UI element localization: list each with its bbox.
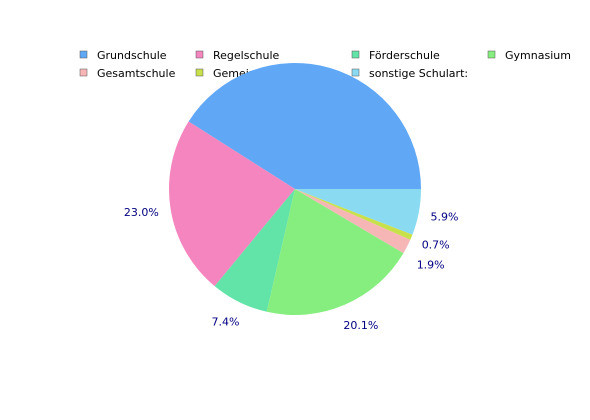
pie-slice-sonstige-schulart	[295, 189, 421, 235]
legend-swatch-gemeinschaftsschule	[195, 68, 204, 77]
legend-label-gesamtschule: Gesamtschule	[97, 67, 176, 80]
legend: Grundschule Regelschule Förderschule Gymnas…	[79, 49, 571, 80]
slice-label-regelschule: 23.0%	[124, 206, 159, 219]
slice-label-gemeinschaftsschule: 0.7%	[422, 239, 450, 252]
slice-label-gesamtschule: 1.9%	[417, 259, 445, 272]
slice-labels: 23.0% 7.4% 20.1% 1.9% 0.7% 5.9%	[124, 206, 459, 332]
pie-slice-gymnasium	[266, 189, 404, 315]
legend-swatch-regelschule	[195, 50, 204, 59]
pie-slice-gesamtschule	[295, 189, 411, 254]
legend-item-sonstige-schulart: sonstige Schulart:	[351, 67, 468, 80]
pie-slices	[168, 62, 422, 315]
pie-slice-grundschule	[188, 62, 422, 189]
legend-label-grundschule: Grundschule	[97, 49, 167, 62]
legend-item-gymnasium: Gymnasium	[487, 49, 571, 62]
legend-label-regelschule: Regelschule	[213, 49, 280, 62]
slice-label-förderschule: 7.4%	[212, 316, 240, 329]
slice-label-sonstige-schulart: 5.9%	[431, 210, 459, 223]
slice-label-gymnasium: 20.1%	[343, 319, 378, 332]
legend-swatch-gymnasium	[487, 50, 496, 59]
pie-slice-regelschule	[168, 121, 295, 287]
legend-label-gymnasium: Gymnasium	[505, 49, 571, 62]
legend-item-förderschule: Förderschule	[351, 49, 440, 62]
legend-swatch-grundschule	[79, 50, 88, 59]
legend-swatch-förderschule	[351, 50, 360, 59]
pie-slice-gemeinschaftsschule	[295, 189, 413, 240]
legend-item-grundschule: Grundschule	[79, 49, 167, 62]
legend-item-gesamtschule: Gesamtschule	[79, 67, 176, 80]
legend-swatch-gesamtschule	[79, 68, 88, 77]
legend-label-sonstige-schulart: sonstige Schulart:	[369, 67, 468, 80]
legend-swatch-sonstige-schulart	[351, 68, 360, 77]
legend-label-förderschule: Förderschule	[369, 49, 440, 62]
pie-slice-förderschule	[214, 189, 295, 312]
legend-item-regelschule: Regelschule	[195, 49, 280, 62]
